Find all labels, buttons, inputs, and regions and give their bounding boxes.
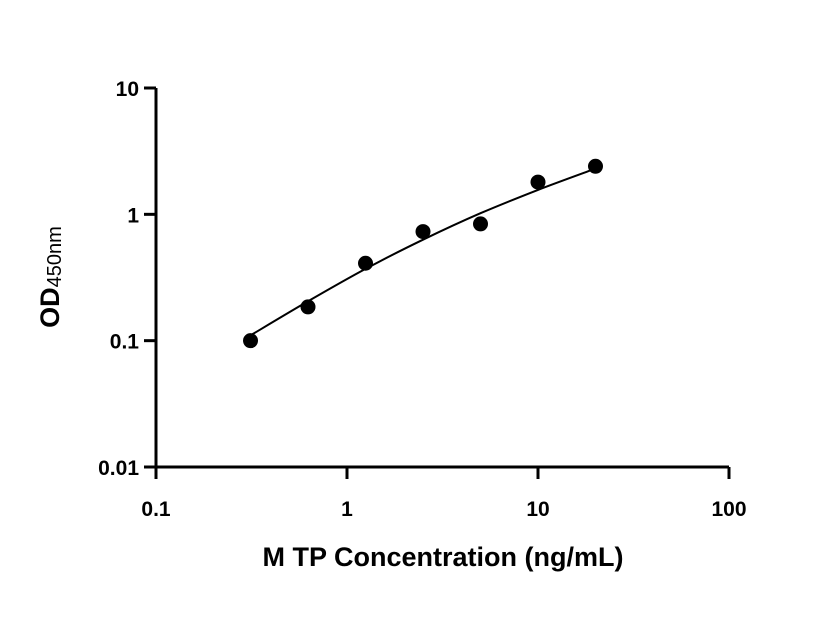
data-points bbox=[243, 158, 603, 349]
data-point bbox=[358, 255, 374, 271]
data-point bbox=[530, 174, 546, 190]
data-point bbox=[415, 224, 431, 240]
y-tick-label: 0.01 bbox=[98, 457, 139, 480]
x-tick-label: 100 bbox=[711, 498, 746, 521]
data-point bbox=[243, 333, 259, 349]
axes bbox=[154, 88, 729, 469]
y-tick-label: 1 bbox=[127, 204, 139, 227]
y-tick-label: 0.1 bbox=[110, 331, 140, 354]
data-point bbox=[473, 216, 489, 232]
y-axis-title-main: OD bbox=[35, 287, 65, 328]
data-point bbox=[587, 158, 603, 174]
x-tick-label: 1 bbox=[341, 498, 353, 521]
y-tick-label: 10 bbox=[116, 78, 139, 101]
x-ticks: 0.1 1 10 100 bbox=[141, 467, 747, 521]
x-axis-title: M TP Concentration (ng/mL) bbox=[263, 542, 624, 572]
y-ticks: 0.01 0.1 1 10 bbox=[98, 78, 156, 480]
y-axis-title-subscript: 450nm bbox=[44, 226, 66, 287]
y-axis-title: OD450nm bbox=[35, 226, 66, 328]
x-tick-label: 0.1 bbox=[141, 498, 171, 521]
data-point bbox=[300, 299, 316, 315]
x-tick-label: 10 bbox=[526, 498, 549, 521]
